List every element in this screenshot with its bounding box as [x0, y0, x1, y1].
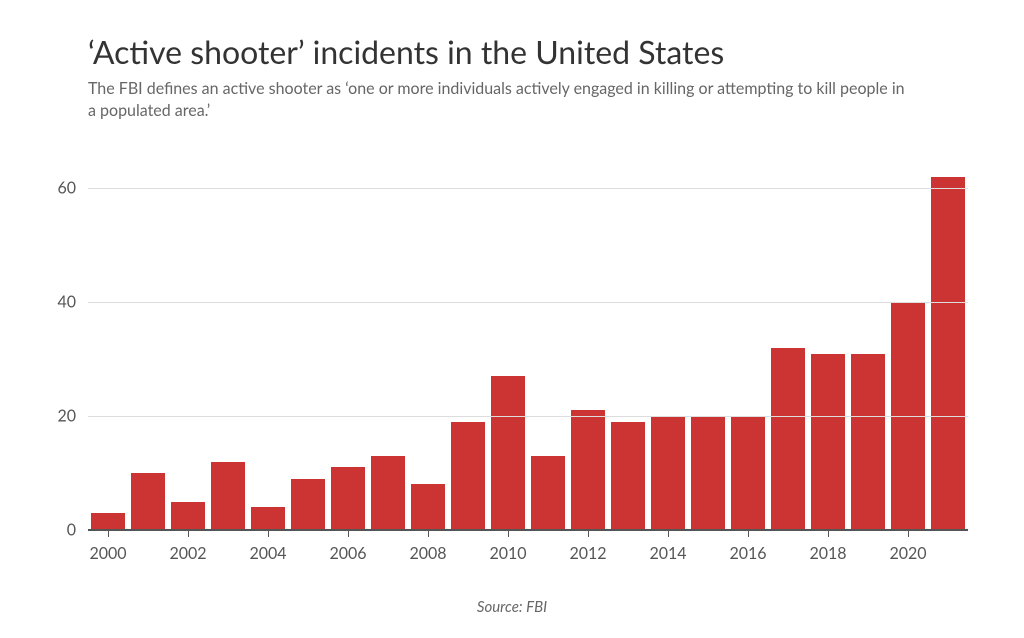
- grid-line: [88, 416, 968, 417]
- x-axis-line: [88, 529, 968, 531]
- bar: [91, 513, 125, 530]
- bar: [531, 456, 565, 530]
- bars-group: [88, 160, 968, 530]
- chart-subtitle: The FBI defines an active shooter as ‘on…: [88, 78, 908, 121]
- bar: [451, 422, 485, 530]
- x-tick: [668, 530, 669, 537]
- x-tick-label: 2004: [249, 544, 286, 563]
- y-tick-label: 0: [67, 521, 76, 540]
- x-tick: [908, 530, 909, 537]
- x-tick-label: 2000: [89, 544, 126, 563]
- bar: [691, 416, 725, 530]
- x-tick-label: 2002: [169, 544, 206, 563]
- bar: [211, 462, 245, 530]
- x-tick-label: 2020: [889, 544, 926, 563]
- bar: [731, 416, 765, 530]
- x-tick-label: 2006: [329, 544, 366, 563]
- x-tick: [268, 530, 269, 537]
- x-tick-label: 2008: [409, 544, 446, 563]
- x-tick: [108, 530, 109, 537]
- bar: [771, 348, 805, 530]
- y-tick-label: 20: [57, 407, 76, 426]
- bar: [811, 354, 845, 530]
- plot-area: [88, 160, 968, 530]
- chart-source: Source: FBI: [0, 598, 1024, 616]
- bar: [491, 376, 525, 530]
- bar: [171, 502, 205, 530]
- x-tick-label: 2014: [649, 544, 686, 563]
- y-tick-label: 40: [57, 293, 76, 312]
- x-tick-label: 2018: [809, 544, 846, 563]
- x-tick: [828, 530, 829, 537]
- bar: [291, 479, 325, 530]
- bar: [571, 410, 605, 530]
- x-tick: [348, 530, 349, 537]
- grid-line: [88, 188, 968, 189]
- x-tick-label: 2010: [489, 544, 526, 563]
- x-tick: [748, 530, 749, 537]
- grid-line: [88, 302, 968, 303]
- bar: [251, 507, 285, 530]
- bar: [611, 422, 645, 530]
- x-tick: [588, 530, 589, 537]
- y-tick-label: 60: [57, 179, 76, 198]
- x-tick: [188, 530, 189, 537]
- bar: [851, 354, 885, 530]
- bar: [651, 416, 685, 530]
- x-tick-label: 2016: [729, 544, 766, 563]
- bar: [331, 467, 365, 530]
- bar: [931, 177, 965, 530]
- chart-container: ‘Active shooter’ incidents in the United…: [0, 0, 1024, 638]
- x-tick-label: 2012: [569, 544, 606, 563]
- x-tick: [508, 530, 509, 537]
- bar: [411, 484, 445, 530]
- bar: [131, 473, 165, 530]
- chart-title: ‘Active shooter’ incidents in the United…: [88, 32, 724, 71]
- x-tick: [428, 530, 429, 537]
- bar: [371, 456, 405, 530]
